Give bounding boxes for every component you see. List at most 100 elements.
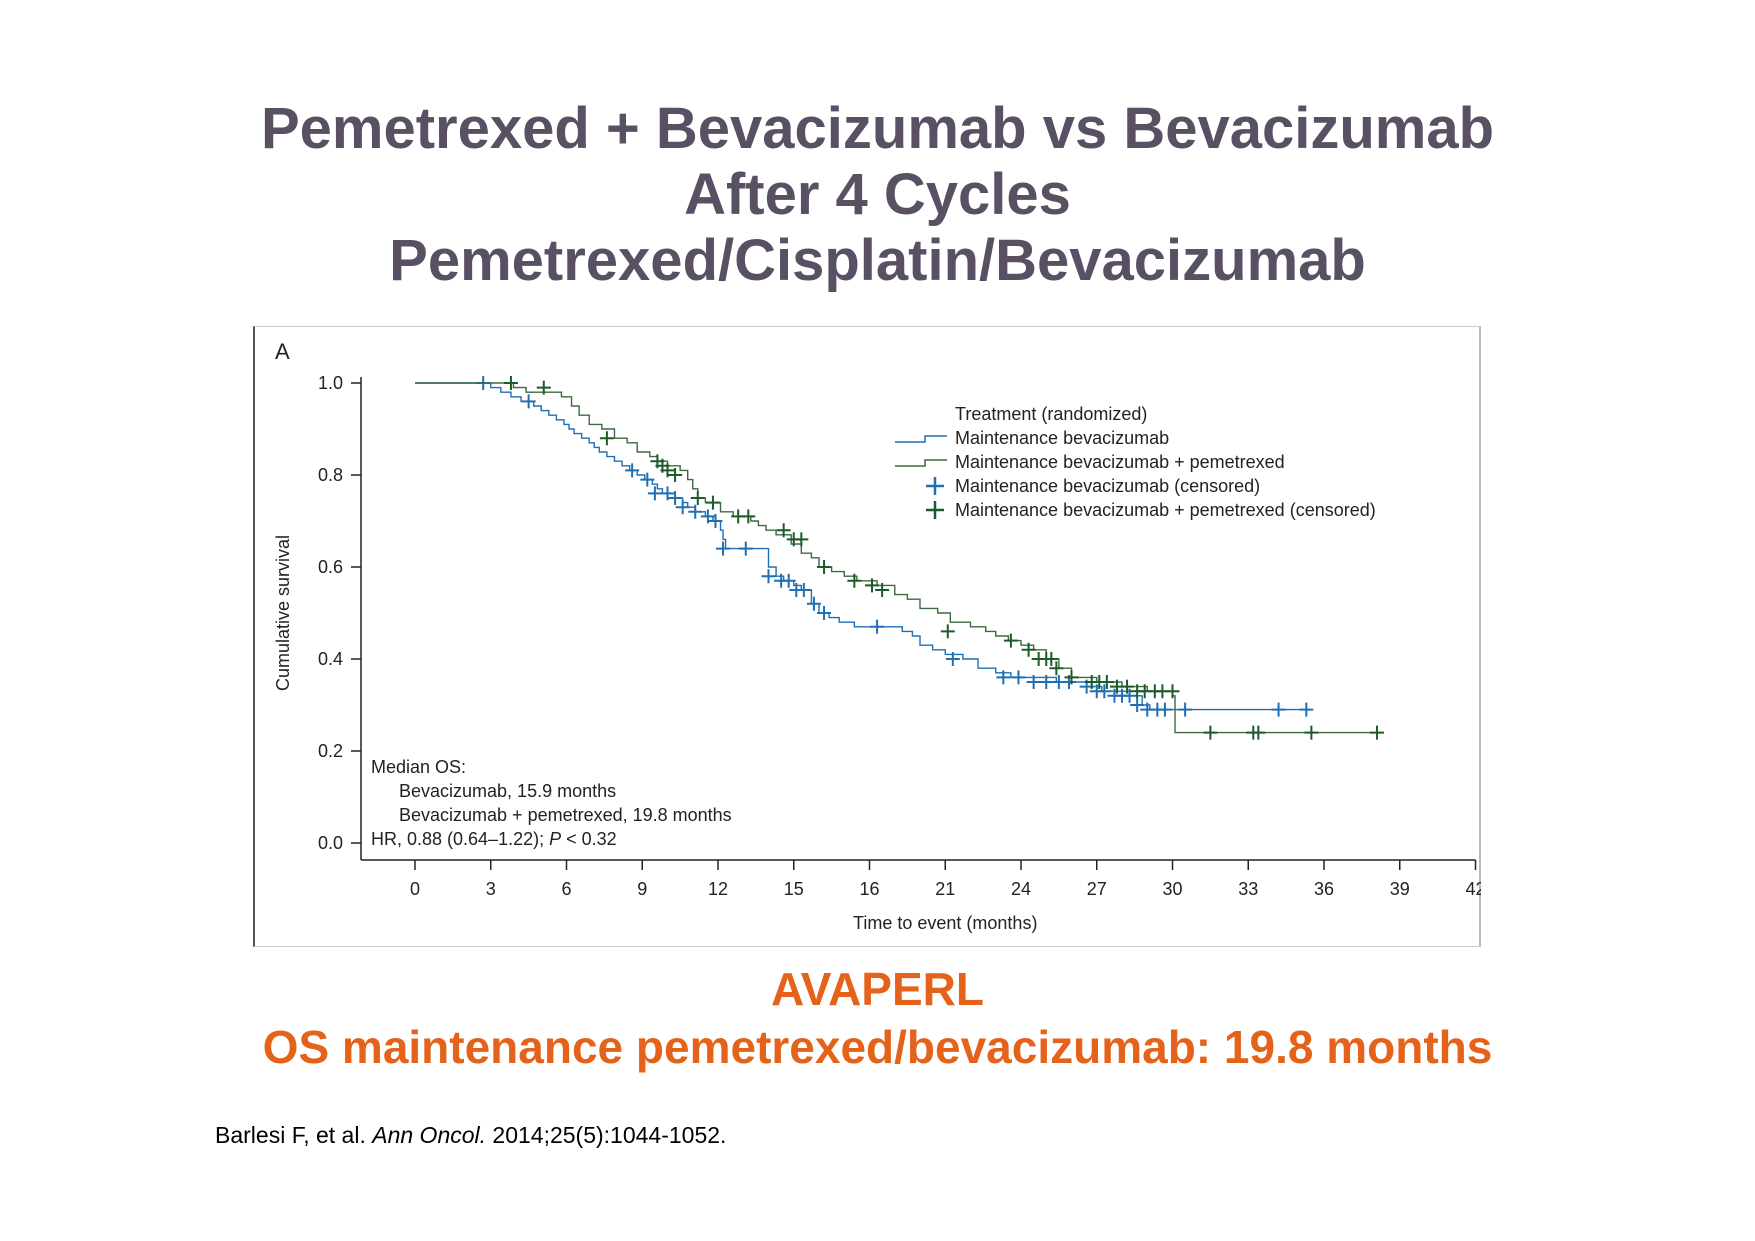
x-tick-label: 12 (708, 879, 728, 899)
bev-censor-mark (1122, 688, 1137, 703)
x-tick-label: 9 (637, 879, 647, 899)
bevpem-censor-mark (536, 380, 551, 395)
title-line-2: After 4 Cycles (684, 162, 1071, 227)
bevpem-censor-mark (705, 495, 720, 510)
bev-censor-mark (1157, 702, 1172, 717)
y-tick-label: 0.6 (318, 557, 343, 577)
median-os-annotation: Median OS: Bevacizumab, 15.9 months Bevaci… (371, 757, 732, 849)
bev-censor-mark (700, 509, 715, 524)
legend-entry-label: Maintenance bevacizumab (censored) (955, 476, 1260, 496)
y-tick-label: 1.0 (318, 373, 343, 393)
y-tick-label: 0.8 (318, 465, 343, 485)
x-tick-label: 0 (410, 879, 420, 899)
bev-censor-mark (625, 463, 640, 478)
km-chart: A0.00.20.40.60.81.00 3 6 9 12 15 16 21 24 27 30 33 3… (273, 339, 1481, 933)
median-os-bevpem: Bevacizumab + pemetrexed, 19.8 months (399, 805, 732, 825)
bev-censor-mark (761, 569, 776, 584)
bevpem-censor-mark (503, 376, 518, 390)
bev-censor-mark (806, 596, 821, 611)
y-axis-label: Cumulative survival (273, 535, 293, 691)
bev-censor-mark (870, 619, 885, 634)
bevpem-censor-mark (1099, 675, 1114, 689)
os-summary: OS maintenance pemetrexed/bevacizumab: 1… (262, 1021, 1493, 1073)
bev-censor-mark (1178, 702, 1193, 717)
bev-censor-mark (1011, 670, 1026, 685)
bev-censor-mark (738, 541, 753, 556)
legend-line-swatch (895, 459, 947, 467)
bev-censor-mark (708, 514, 723, 528)
bev-censor-mark (640, 472, 655, 487)
x-tick-label: 24 (1011, 879, 1031, 899)
bev-censor-mark (668, 491, 683, 505)
bev-censor-mark (716, 541, 731, 556)
median-os-heading: Median OS: (371, 757, 466, 777)
x-tick-label: 42 (1465, 879, 1481, 899)
y-tick-label: 0.0 (318, 833, 343, 853)
x-tick-label: 27 (1087, 879, 1107, 899)
bevpem-censor-mark (1044, 652, 1059, 666)
bevpem-censor-mark (776, 523, 791, 538)
hazard-ratio-prefix: HR, 0.88 (0.64–1.22); (371, 829, 549, 849)
bevpem-censor-mark (1120, 679, 1135, 694)
bevpem-censor-mark (1021, 642, 1036, 657)
x-tick-label: 16 (859, 879, 879, 899)
bev-censor-mark (1271, 702, 1286, 717)
bevpem-censor-mark (660, 463, 675, 478)
legend-line-swatch (895, 435, 947, 443)
legend-censor-swatch (926, 501, 944, 519)
x-tick-label: 15 (784, 879, 804, 899)
bevpem-censor-mark (741, 509, 756, 524)
bevpem-censor-mark (1064, 670, 1079, 685)
bevpem-censor-mark (1049, 661, 1064, 676)
legend-entry-label: Maintenance bevacizumab (955, 428, 1169, 448)
x-tick-label: 3 (486, 879, 496, 899)
panel-label: A (275, 339, 290, 364)
bev-censor-mark (660, 486, 675, 501)
bevpem-censor-mark (1003, 633, 1018, 648)
x-tick-label: 30 (1162, 879, 1182, 899)
bevpem-censor-mark (690, 491, 705, 505)
legend-entry-label: Maintenance bevacizumab + pemetrexed (ce… (955, 500, 1376, 520)
x-tick-label: 21 (935, 879, 955, 899)
x-tick-label: 33 (1238, 879, 1258, 899)
bevpem-censor-mark (940, 624, 955, 639)
citation: Barlesi F, et al. Ann Oncol. 2014;25(5):… (215, 1122, 726, 1149)
median-os-bev: Bevacizumab, 15.9 months (399, 781, 616, 801)
bev-censor-mark (688, 504, 703, 519)
bev-censor-mark (1026, 675, 1041, 689)
bevpem-censor-mark (1304, 725, 1319, 740)
bevpem-censor-mark (1370, 725, 1385, 740)
bev-censor-mark (781, 573, 796, 588)
x-tick-label: 36 (1314, 879, 1334, 899)
bev-censor-mark (675, 500, 690, 515)
bev-censor-mark (817, 606, 832, 620)
survival-curves (415, 376, 1385, 740)
legend-entry-label: Maintenance bevacizumab + pemetrexed (955, 452, 1285, 472)
bevpem-censor-mark (794, 532, 809, 547)
p-value-symbol: P (549, 829, 561, 849)
bevpem-censor-mark (1203, 725, 1218, 740)
citation-authors: Barlesi F, et al. (215, 1122, 373, 1148)
slide-title: Pemetrexed + Bevacizumab vs Bevacizumab … (0, 96, 1755, 294)
bevpem-censor-mark (668, 468, 683, 482)
citation-journal: Ann Oncol. (372, 1122, 487, 1148)
bev-censor-mark (1299, 702, 1314, 717)
bev-censor-mark (996, 670, 1011, 685)
bevpem-censor-mark (847, 573, 862, 588)
bev-censor-mark (521, 394, 536, 409)
bev-censor-mark (945, 652, 960, 666)
hazard-ratio: HR, 0.88 (0.64–1.22); P < 0.32 (371, 829, 617, 849)
title-line-3: Pemetrexed/Cisplatin/Bevacizumab (389, 228, 1366, 293)
p-value-suffix: < 0.32 (561, 829, 617, 849)
bev-censor-mark (1039, 675, 1054, 689)
bevpem-censor-mark (817, 560, 832, 574)
bev-censor-mark (1130, 698, 1145, 712)
x-tick-label: 6 (561, 879, 571, 899)
legend: Treatment (randomized) Maintenance bevaci… (895, 404, 1376, 520)
bevpem-censor-mark (1251, 725, 1266, 740)
study-name: AVAPERL (771, 963, 984, 1015)
legend-censor-swatch (926, 477, 944, 495)
bevpem-survival-line (415, 382, 1378, 734)
y-tick-label: 0.4 (318, 649, 343, 669)
x-tick-label: 39 (1390, 879, 1410, 899)
